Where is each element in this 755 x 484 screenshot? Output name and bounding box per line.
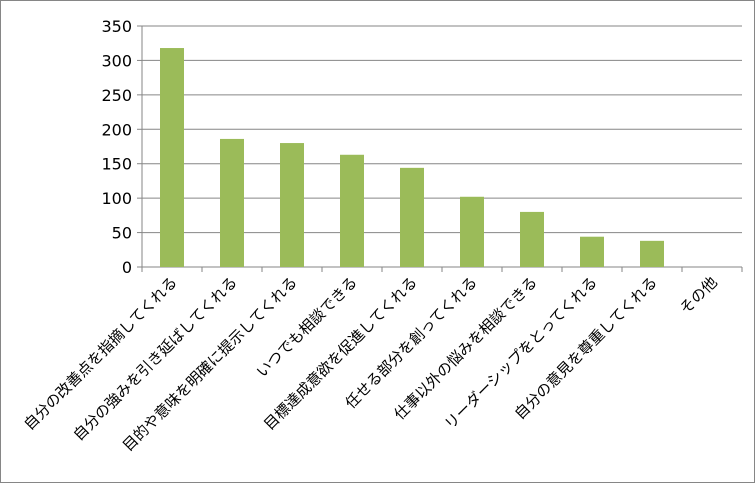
y-tick-label: 300 — [101, 51, 132, 70]
y-tick-label: 200 — [101, 120, 132, 139]
bar — [460, 196, 484, 267]
y-tick-label: 250 — [101, 86, 132, 105]
bar — [160, 48, 184, 267]
bar — [280, 143, 304, 267]
x-category-label: いつでも相談できる — [253, 273, 361, 381]
y-tick-label: 0 — [122, 258, 132, 277]
y-tick-label: 150 — [101, 155, 132, 174]
bar — [340, 154, 364, 267]
y-tick-label: 50 — [112, 224, 132, 243]
bar — [580, 236, 604, 267]
bar — [220, 138, 244, 267]
y-tick-label: 350 — [101, 17, 132, 36]
x-category-label: その他 — [676, 273, 721, 318]
bar — [400, 167, 424, 267]
y-tick-label: 100 — [101, 189, 132, 208]
bar — [640, 240, 664, 267]
bar — [520, 211, 544, 267]
